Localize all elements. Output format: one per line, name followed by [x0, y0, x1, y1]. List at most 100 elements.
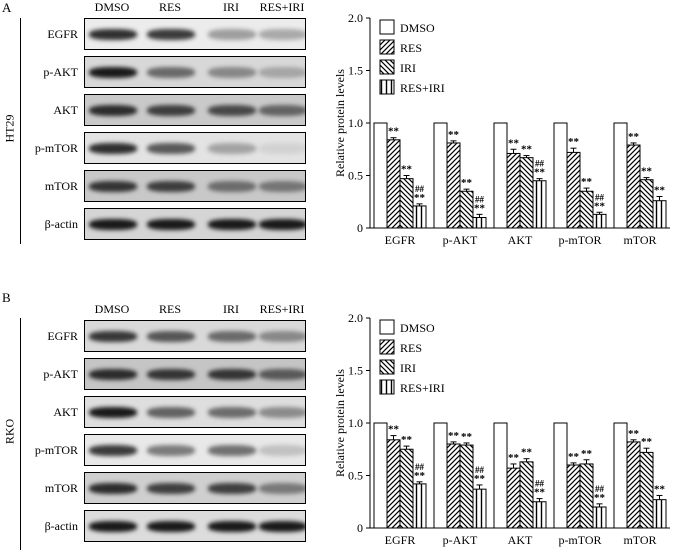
x-tick-label: p-AKT — [443, 533, 478, 547]
y-tick-label: 0.5 — [348, 469, 363, 483]
bar-mtor-res — [626, 441, 641, 529]
x-tick-label: mTOR — [623, 233, 656, 247]
bar-p-akt-res-iri — [472, 488, 487, 529]
lane-label-res-iri: RES+IRI — [259, 0, 305, 14]
x-tick-label: AKT — [508, 533, 533, 547]
significance-mark: ** — [641, 436, 653, 448]
legend-label-dmso: DMSO — [400, 321, 435, 335]
bar-p-akt-res-iri — [472, 217, 487, 229]
blot-band — [259, 406, 305, 418]
x-tick-label: mTOR — [623, 533, 656, 547]
bar-p-mtor-dmso — [553, 422, 568, 529]
blot-band — [208, 520, 256, 532]
blot-band — [89, 142, 137, 154]
y-axis-label: Relative protein levels — [333, 369, 347, 477]
blot-row-akt — [84, 396, 306, 428]
x-tick-label: p-AKT — [443, 233, 478, 247]
bar-p-akt-iri — [459, 444, 474, 529]
significance-mark: ** — [654, 185, 666, 197]
significance-mark: ** — [461, 177, 473, 189]
y-tick-label: 0.5 — [348, 169, 363, 183]
blot-row-actin — [84, 510, 306, 542]
blot-row-actin — [84, 208, 306, 240]
legend-swatch-res-iri — [379, 379, 395, 395]
bar-egfr-dmso — [373, 122, 388, 229]
blot-band — [208, 330, 256, 342]
bar-akt-iri — [519, 157, 534, 229]
bar-akt-res — [506, 152, 521, 229]
blot-band — [147, 218, 195, 230]
significance-mark: ** — [508, 452, 520, 464]
significance-mark: ** — [534, 167, 546, 179]
blot-band — [89, 406, 137, 418]
blot-band — [259, 520, 305, 532]
significance-mark: ** — [414, 470, 426, 482]
legend-swatch-res-iri — [379, 79, 395, 95]
significance-mark: ** — [628, 131, 640, 143]
blot-band — [208, 218, 256, 230]
significance-mark: ** — [388, 126, 400, 138]
lane-label-res: RES — [158, 0, 181, 14]
y-tick-label: 2.0 — [348, 311, 363, 325]
significance-mark: ** — [448, 430, 460, 442]
blot-band — [89, 66, 137, 78]
blot-band — [259, 104, 305, 116]
bar-akt-dmso — [493, 122, 508, 229]
significance-mark: ## — [535, 159, 545, 169]
blot-band — [89, 520, 137, 532]
blot-band — [259, 444, 305, 456]
blot-band — [147, 180, 195, 192]
protein-label-egfr: EGFR — [47, 329, 78, 343]
legend-swatch-dmso — [379, 319, 395, 335]
bar-mtor-res-iri — [652, 499, 667, 529]
blot-band — [147, 520, 195, 532]
y-tick-label: 1.5 — [348, 64, 363, 78]
blot-band — [147, 104, 195, 116]
bar-akt-iri — [519, 461, 534, 529]
cell-line-bracket-b — [20, 318, 21, 550]
blot-band — [147, 330, 195, 342]
legend-label-res-iri: RES+IRI — [400, 81, 445, 95]
bar-egfr-iri — [399, 448, 414, 529]
bar-p-akt-res — [446, 142, 461, 229]
bar-mtor-iri — [639, 451, 654, 529]
blot-band — [208, 444, 256, 456]
blot-band — [259, 482, 305, 494]
significance-mark: ** — [521, 144, 533, 156]
significance-mark: ** — [388, 424, 400, 436]
blot-band — [147, 66, 195, 78]
blot-row-p-mtor — [84, 434, 306, 466]
bar-p-akt-dmso — [433, 122, 448, 229]
blot-row-p-akt — [84, 56, 306, 88]
legend-label-res: RES — [400, 341, 422, 355]
bar-mtor-res-iri — [652, 200, 667, 229]
bar-egfr-res-iri — [412, 483, 427, 529]
bar-mtor-res — [626, 144, 641, 229]
significance-mark: ## — [475, 465, 485, 475]
protein-label-p-mtor: p-mTOR — [34, 443, 78, 457]
blot-band — [89, 368, 137, 380]
legend-label-res-iri: RES+IRI — [400, 381, 445, 395]
significance-mark: ** — [581, 176, 593, 188]
lane-label-iri: IRI — [223, 0, 239, 14]
bar-akt-res-iri — [532, 180, 547, 229]
significance-mark: ** — [568, 136, 580, 148]
panel-letter-a: A — [2, 0, 12, 15]
x-tick-label: EGFR — [385, 533, 416, 547]
significance-mark: ** — [581, 448, 593, 460]
blot-band — [208, 104, 256, 116]
blot-band — [208, 180, 256, 192]
protein-label-mtor: mTOR — [44, 179, 78, 193]
blot-band — [147, 406, 195, 418]
significance-mark: ** — [401, 434, 413, 446]
legend-swatch-iri — [379, 59, 395, 75]
significance-mark: ** — [401, 164, 413, 176]
protein-label-egfr: EGFR — [47, 27, 78, 41]
x-tick-label: AKT — [508, 233, 533, 247]
significance-mark: ** — [654, 483, 666, 495]
blot-band — [208, 142, 256, 154]
significance-mark: ** — [594, 492, 606, 504]
blot-row-p-akt — [84, 358, 306, 390]
